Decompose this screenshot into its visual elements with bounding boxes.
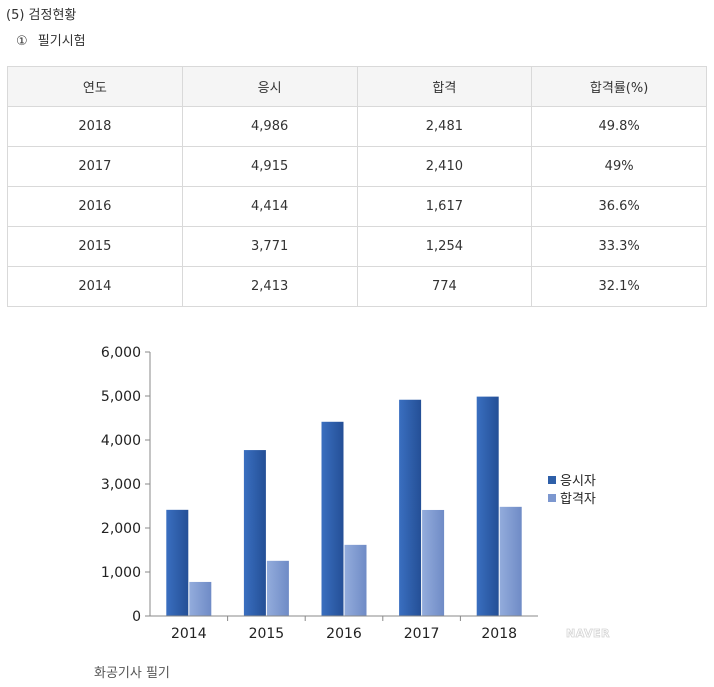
cell-pass-rate: 32.1% <box>531 266 707 307</box>
cell-applicants: 4,986 <box>181 106 358 147</box>
column-header-pass-rate: 합격률(%) <box>531 66 707 107</box>
y-axis: 0 1,000 2,000 3,000 4,000 5,000 6,000 <box>101 345 151 625</box>
bar-passed-2018 <box>499 506 522 616</box>
cell-pass-rate: 49.8% <box>531 106 707 147</box>
y-tick-label: 3,000 <box>101 477 141 493</box>
x-tick-label: 2014 <box>171 626 207 642</box>
table-row: 2016 4,414 1,617 36.6% <box>7 186 707 227</box>
cell-applicants: 3,771 <box>181 226 358 267</box>
subsection-label: 필기시험 <box>37 34 86 49</box>
cell-passed: 2,481 <box>356 106 533 147</box>
table-row: 2018 4,986 2,481 49.8% <box>7 106 707 147</box>
cell-year: 2018 <box>7 106 183 147</box>
legend-swatch <box>548 476 556 484</box>
exam-stats-table: 연도 응시 합격 합격률(%) 2018 4,986 2,481 49.8% 2… <box>7 66 707 307</box>
bar-passed-2017 <box>422 509 445 616</box>
legend-label: 합격자 <box>560 492 596 507</box>
bar-passed-2014 <box>189 581 212 616</box>
section-heading: (5) 검정현황 <box>6 8 77 23</box>
bar-applicants-2016 <box>321 421 344 616</box>
subsection-heading: ① 필기시험 <box>16 30 86 49</box>
subsection-number: ① <box>16 34 28 49</box>
column-header-year: 연도 <box>7 66 183 107</box>
bar-chart-svg: 0 1,000 2,000 3,000 4,000 5,000 6,000 2014 2015… <box>101 345 610 642</box>
column-header-passed: 합격 <box>356 66 533 107</box>
x-tick-label: 2015 <box>249 626 285 642</box>
y-tick-label: 6,000 <box>101 345 141 361</box>
legend-label: 응시자 <box>560 474 596 489</box>
bar-chart: 0 1,000 2,000 3,000 4,000 5,000 6,000 2014 2015… <box>0 330 714 650</box>
cell-year: 2017 <box>7 146 183 187</box>
x-tick-label: 2018 <box>481 626 517 642</box>
cell-pass-rate: 36.6% <box>531 186 707 227</box>
y-tick-label: 1,000 <box>101 565 141 581</box>
bars <box>166 396 522 616</box>
cell-year: 2016 <box>7 186 183 227</box>
x-tick-label: 2016 <box>326 626 362 642</box>
bar-applicants-2014 <box>166 509 189 616</box>
y-tick-label: 2,000 <box>101 521 141 537</box>
cell-pass-rate: 49% <box>531 146 707 187</box>
cell-passed: 1,254 <box>356 226 533 267</box>
cell-year: 2015 <box>7 226 183 267</box>
table-row: 2015 3,771 1,254 33.3% <box>7 226 707 267</box>
cell-passed: 2,410 <box>356 146 533 187</box>
table-row: 2014 2,413 774 32.1% <box>7 266 707 307</box>
cell-applicants: 4,915 <box>181 146 358 187</box>
cell-applicants: 2,413 <box>181 266 358 307</box>
cell-pass-rate: 33.3% <box>531 226 707 267</box>
bar-applicants-2017 <box>399 399 422 616</box>
column-header-applicants: 응시 <box>181 66 358 107</box>
x-tick-label: 2017 <box>404 626 440 642</box>
cell-applicants: 4,414 <box>181 186 358 227</box>
y-tick-label: 0 <box>132 609 141 625</box>
table-row: 2017 4,915 2,410 49% <box>7 146 707 187</box>
chart-caption: 화공기사 필기 <box>94 666 170 681</box>
cell-year: 2014 <box>7 266 183 307</box>
bar-passed-2015 <box>266 560 289 616</box>
y-tick-label: 4,000 <box>101 433 141 449</box>
cell-passed: 1,617 <box>356 186 533 227</box>
bar-applicants-2018 <box>476 396 499 616</box>
cell-passed: 774 <box>356 266 533 307</box>
legend-swatch <box>548 494 556 502</box>
bar-passed-2016 <box>344 544 367 616</box>
naver-watermark: NAVER <box>566 627 610 640</box>
table-header-row: 연도 응시 합격 합격률(%) <box>7 66 707 107</box>
x-axis: 2014 2015 2016 2017 2018 <box>150 615 538 642</box>
bar-applicants-2015 <box>243 450 266 616</box>
y-tick-label: 5,000 <box>101 389 141 405</box>
